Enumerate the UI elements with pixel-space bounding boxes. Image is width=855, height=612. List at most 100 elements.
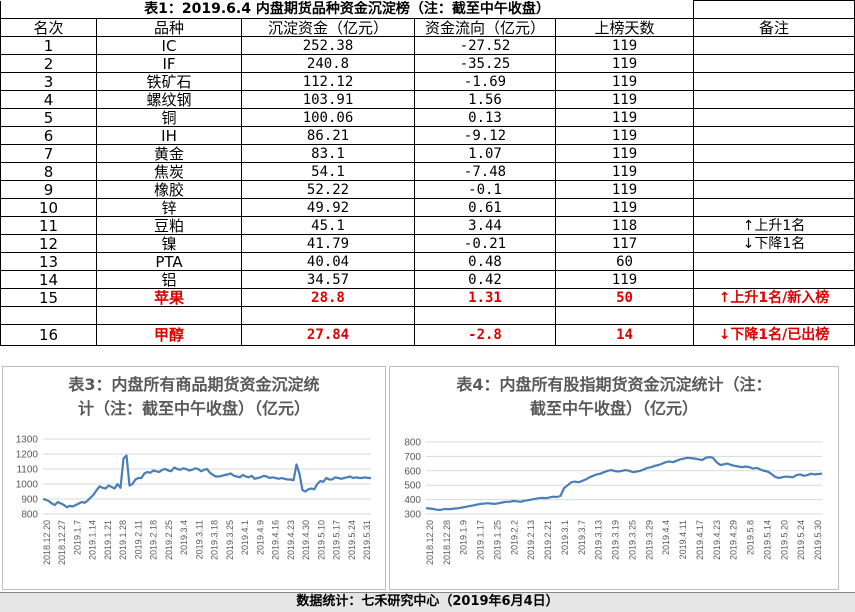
chart-title-index-line2: 截至中午收盘）（亿元） (529, 399, 698, 418)
cell-name: 铁矿石 (96, 72, 242, 91)
x-tick-label: 2019.5.20 (779, 520, 789, 560)
header-flow: 资金流向（亿元） (414, 18, 556, 37)
x-tick-label: 2019.4.29 (729, 520, 739, 560)
cell-note (693, 36, 855, 55)
chart-panel-commodity: 表3：内盘所有商品期货资金沉淀统 计（注：截至中午收盘）（亿元） 1300 120… (2, 366, 386, 590)
cell-days: 119 (555, 36, 694, 55)
x-tick-label: 2019.3.7 (577, 520, 587, 555)
cell-flow: -0.21 (414, 234, 556, 253)
y-tick-label: 800 (21, 510, 38, 521)
x-tick-label: 2019.1.17 (476, 520, 486, 560)
cell-name: 铝 (96, 270, 242, 289)
cell-flow: 1.56 (414, 90, 556, 109)
chart-title-commodity-line1: 表3：内盘所有商品期货资金沉淀统 (68, 375, 320, 394)
cell-flow: -7.48 (414, 162, 556, 181)
cell-fund: 252.38 (241, 36, 415, 55)
cell-name: IH (96, 126, 242, 145)
table-row: 1 IC 252.38 -27.52 119 (0, 36, 855, 55)
table-row: 4 螺纹钢 103.91 1.56 119 (0, 90, 855, 109)
x-tick-label: 2019.5.24 (796, 520, 806, 560)
x-tick-label: 2019.5.17 (332, 520, 342, 560)
cell-name: 铜 (96, 108, 242, 127)
x-tick-label: 2019.3.13 (594, 520, 604, 560)
cell-flow: 1.31 (414, 288, 556, 307)
cell-rank: 16 (0, 324, 97, 346)
x-tick-label: 2019.3.29 (644, 520, 654, 560)
x-tick-label: 2019.3.4 (179, 520, 189, 555)
cell-days: 119 (555, 144, 694, 163)
x-tick-label: 2019.4.11 (678, 520, 688, 559)
chart-title-commodity: 表3：内盘所有商品期货资金沉淀统 计（注：截至中午收盘）（亿元） (3, 373, 385, 421)
cell-days: 119 (555, 72, 694, 91)
cell-flow: -27.52 (414, 36, 556, 55)
chart-panel-index: 表4：内盘所有股指期货资金沉淀统计（注： 截至中午收盘）（亿元） 800 700 6… (389, 366, 839, 590)
cell-note (693, 90, 855, 109)
table-row: 10 锌 49.92 0.61 119 (0, 198, 855, 217)
series-line (425, 456, 823, 512)
y-tick-label: 800 (404, 438, 421, 449)
table-row: 16 甲醇 27.84 -2.8 14 ↓下降1名/已出榜 (0, 324, 855, 346)
table-row: 3 铁矿石 112.12 -1.69 119 (0, 72, 855, 91)
chart-title-commodity-line2: 计（注：截至中午收盘）（亿元） (77, 399, 310, 418)
table-row: 12 镍 41.79 -0.21 117 ↓下降1名 (0, 234, 855, 253)
x-tick-label: 2019.1.14 (88, 520, 98, 560)
spacer-cell (0, 306, 97, 325)
table-row: 7 黄金 83.1 1.07 119 (0, 144, 855, 163)
cell-fund: 28.8 (241, 288, 415, 307)
cell-days: 14 (555, 324, 694, 346)
spacer-cell (414, 306, 556, 325)
y-tick-label: 1000 (16, 480, 39, 491)
cell-days: 118 (555, 216, 694, 235)
cell-name: PTA (96, 252, 242, 271)
table-row: 9 橡胶 52.22 -0.1 119 (0, 180, 855, 199)
cell-flow: -2.8 (414, 324, 556, 346)
cell-flow: 0.61 (414, 198, 556, 217)
x-tick-label: 2019.5.10 (316, 520, 326, 560)
cell-name: IC (96, 36, 242, 55)
cell-note: ↓下降1名 (693, 234, 855, 253)
x-tick-label: 2019.5.24 (347, 520, 357, 560)
cell-fund: 103.91 (241, 90, 415, 109)
cell-days: 119 (555, 162, 694, 181)
cell-name: 螺纹钢 (96, 90, 242, 109)
cell-note: ↑上升1名/新入榜 (693, 288, 855, 307)
x-tick-label: 2019.5.14 (762, 520, 772, 560)
cell-rank: 6 (0, 126, 97, 145)
cell-flow: -0.1 (414, 180, 556, 199)
x-tick-label: 2019.3.1 (560, 520, 570, 555)
x-tick-label: 2019.2.25 (164, 520, 174, 560)
cell-note (693, 54, 855, 73)
cell-rank: 7 (0, 144, 97, 163)
x-tick-label: 2019.3.11 (194, 520, 204, 559)
x-tick-label: 2019.3.25 (627, 520, 637, 560)
cell-name: 锌 (96, 198, 242, 217)
cell-fund: 83.1 (241, 144, 415, 163)
x-tick-label: 2019.1.21 (103, 520, 113, 560)
header-fund: 沉淀资金（亿元） (241, 18, 415, 37)
x-tick-label: 2018.12.20 (42, 520, 52, 565)
cell-flow: -1.69 (414, 72, 556, 91)
cell-rank: 9 (0, 180, 97, 199)
x-tick-label: 2019.4.23 (712, 520, 722, 560)
cell-fund: 240.8 (241, 54, 415, 73)
cell-name: 黄金 (96, 144, 242, 163)
table-title-row: 表1：2019.6.4 内盘期货品种资金沉淀榜（注：截至中午收盘） (0, 0, 855, 19)
y-tick-label: 500 (404, 481, 421, 492)
cell-fund: 54.1 (241, 162, 415, 181)
y-tick-label: 600 (404, 466, 421, 477)
cell-fund: 41.79 (241, 234, 415, 253)
table-row: 14 铝 34.57 0.42 119 (0, 270, 855, 289)
cell-note (693, 162, 855, 181)
cell-fund: 40.04 (241, 252, 415, 271)
cell-note (693, 252, 855, 271)
table-row: 2 IF 240.8 -35.25 119 (0, 54, 855, 73)
cell-days: 60 (555, 252, 694, 271)
spacer-row (0, 306, 855, 325)
x-tick-label: 2019.5.31 (362, 520, 372, 560)
cell-name: 橡胶 (96, 180, 242, 199)
spacer-cell (555, 306, 694, 325)
x-tick-label: 2019.1.7 (72, 520, 82, 555)
x-tick-label: 2019.2.11 (133, 520, 143, 559)
cell-fund: 34.57 (241, 270, 415, 289)
y-tick-label: 700 (404, 452, 421, 463)
